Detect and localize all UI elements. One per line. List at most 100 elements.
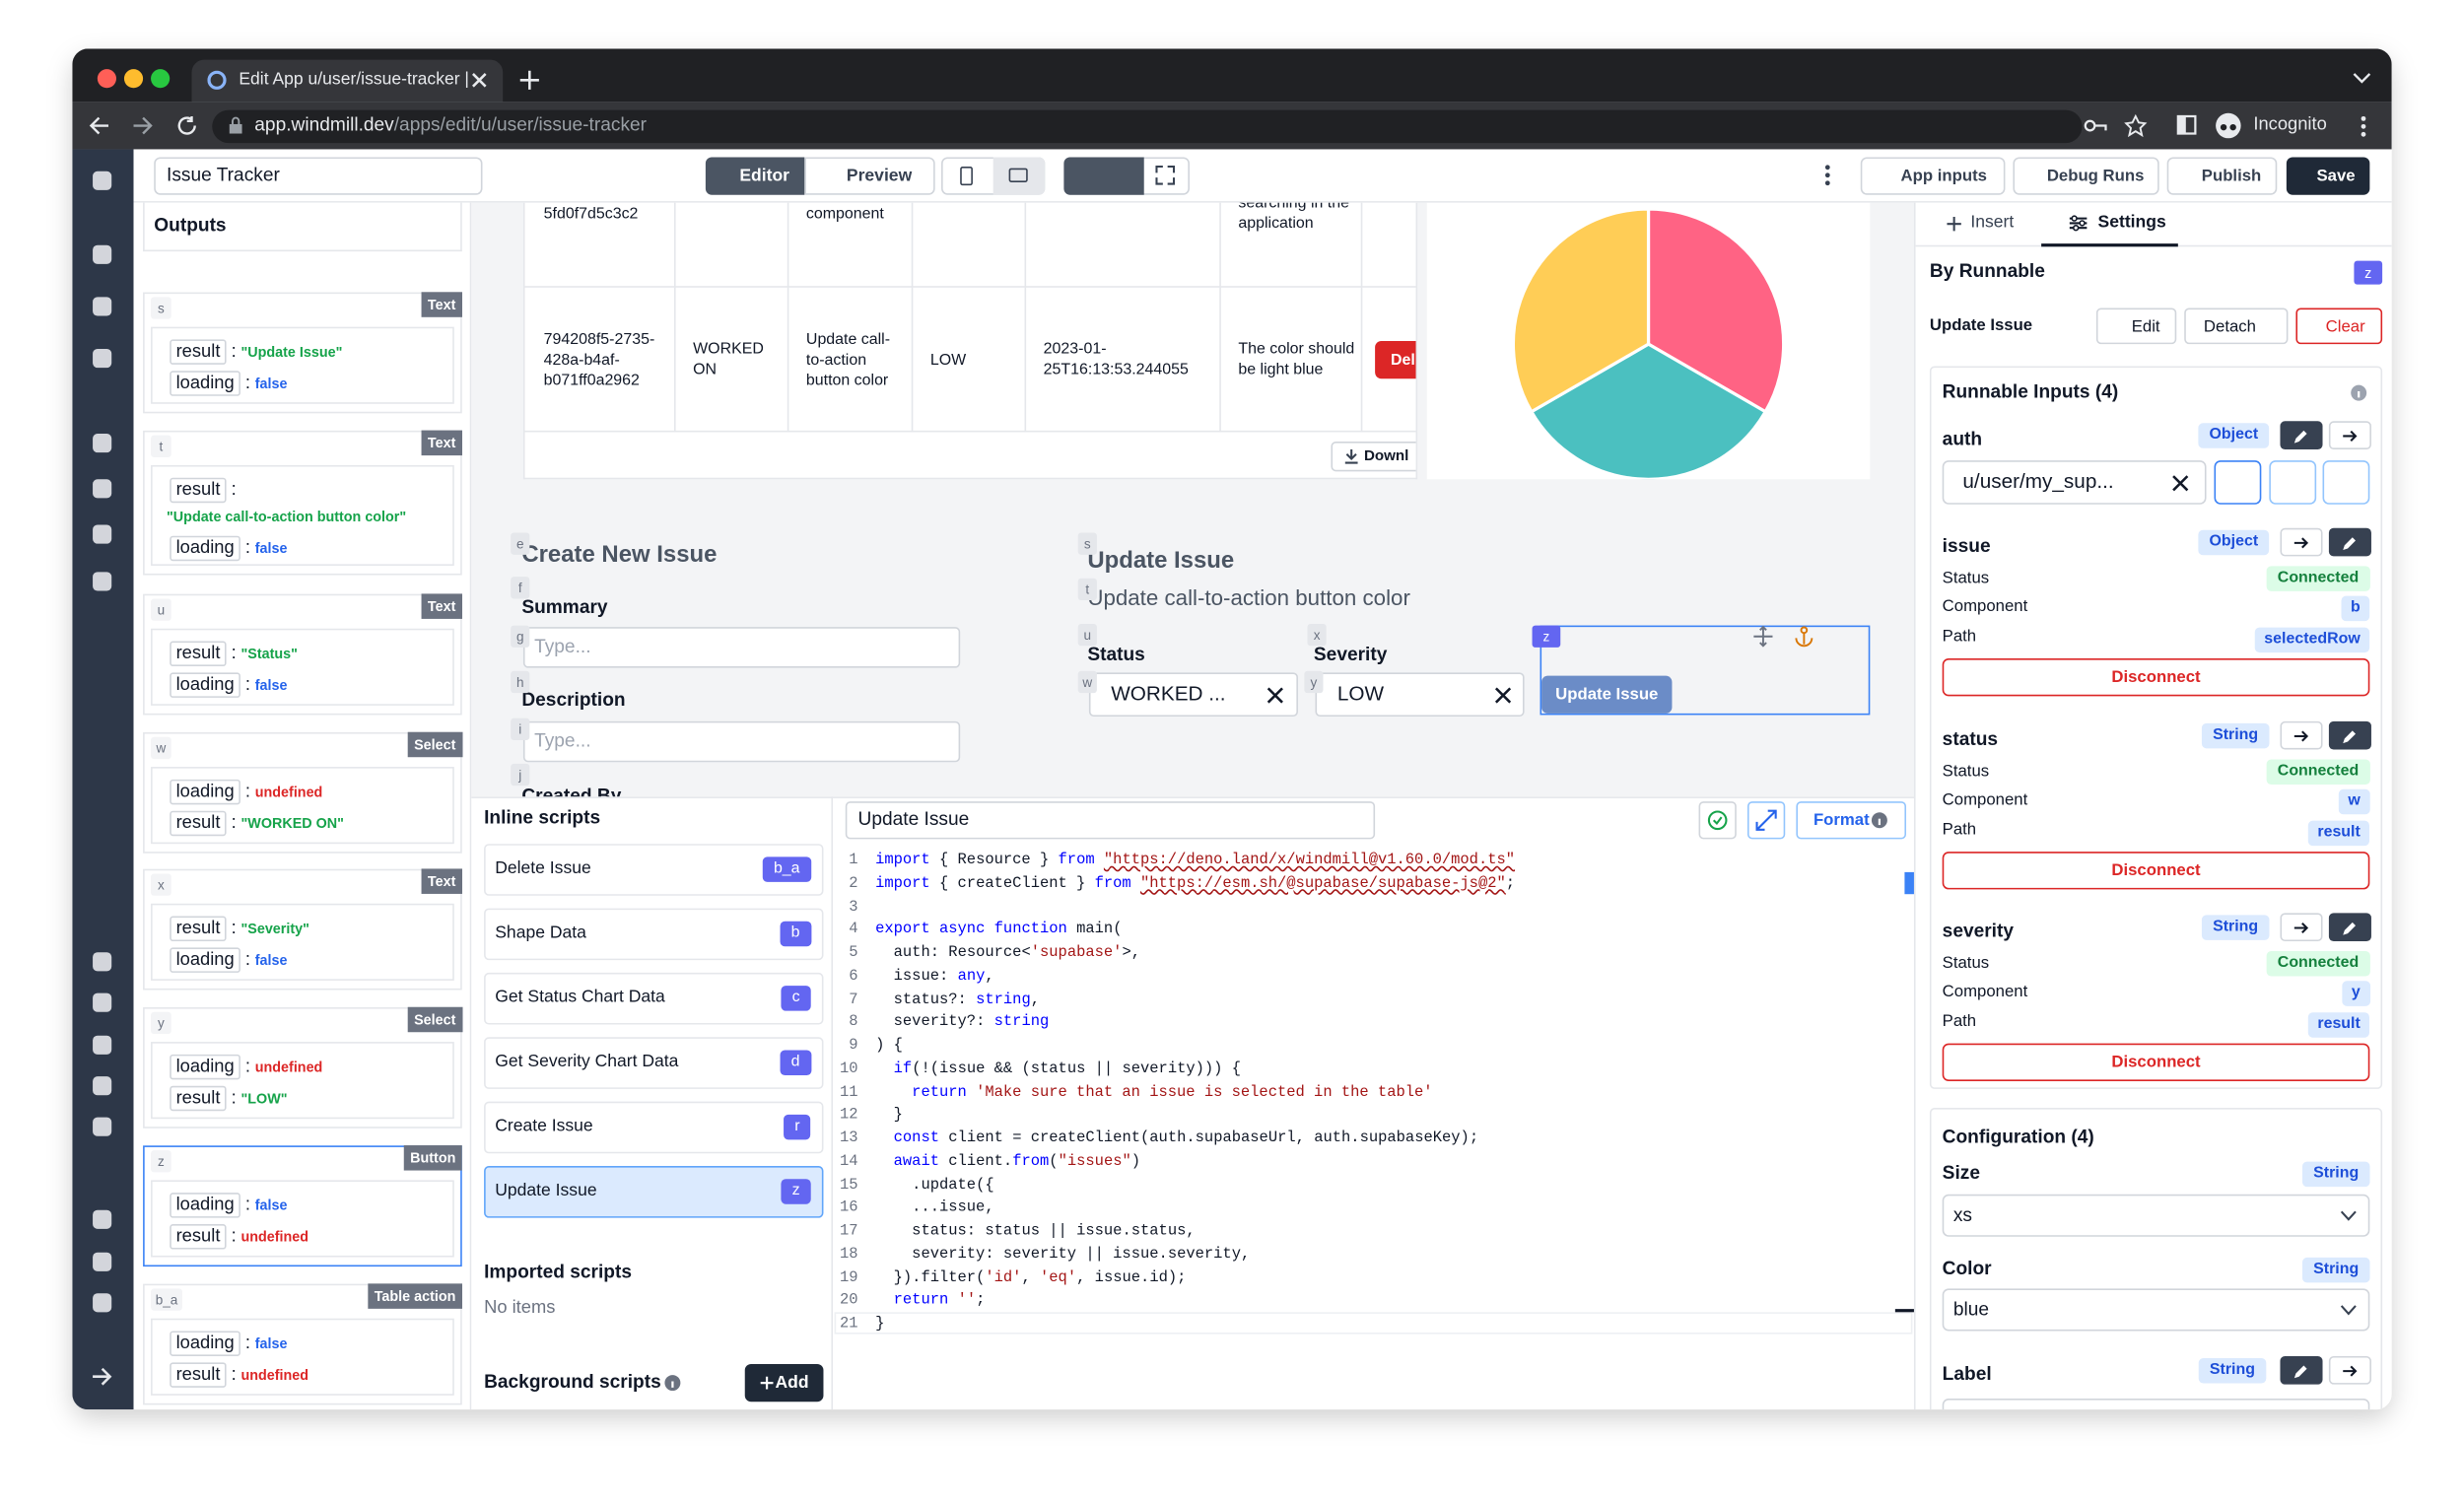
static-button[interactable] — [2280, 720, 2323, 750]
download-button[interactable]: Downl — [1331, 442, 1416, 472]
connect-button[interactable] — [2328, 1355, 2371, 1385]
rail-icon[interactable] — [93, 1076, 112, 1096]
code-token: : — [985, 1245, 1003, 1263]
code-line: import { Resource } from "https://deno.l… — [875, 851, 1515, 868]
severity-select[interactable] — [1315, 672, 1525, 718]
delete-button[interactable]: Del — [1375, 340, 1416, 379]
save-button[interactable]: Save — [2286, 157, 2370, 195]
output-card[interactable] — [143, 1145, 462, 1267]
tab[interactable]: Settings — [2097, 213, 2166, 233]
resource-button[interactable] — [2269, 460, 2317, 505]
code-token: await — [893, 1151, 940, 1170]
output-card[interactable] — [143, 430, 462, 576]
publish-button[interactable]: Publish — [2166, 157, 2278, 195]
resource-input[interactable] — [1942, 460, 2207, 505]
rail-icon[interactable] — [93, 952, 112, 972]
output-card[interactable] — [143, 593, 462, 716]
script-item[interactable] — [484, 1037, 824, 1089]
script-item[interactable] — [484, 908, 824, 961]
status-select[interactable] — [1088, 672, 1298, 718]
script-item[interactable] — [484, 972, 824, 1025]
disconnect-button[interactable]: Disconnect — [1942, 852, 2370, 890]
pie-slice[interactable] — [1511, 207, 1651, 414]
rail-icon[interactable] — [93, 1252, 112, 1271]
line-number: 11 — [839, 1082, 858, 1100]
output-field: result: — [170, 477, 237, 504]
description-input[interactable] — [522, 720, 961, 763]
rail-icon[interactable] — [93, 572, 112, 591]
rail-icon[interactable] — [93, 348, 112, 369]
rail-icon[interactable] — [93, 434, 112, 453]
output-card[interactable] — [143, 1283, 462, 1405]
editor-toggle[interactable]: Editor — [705, 157, 805, 195]
connect-button[interactable] — [2328, 421, 2371, 449]
rail-expand — [93, 1367, 112, 1386]
output-card[interactable] — [143, 1007, 462, 1129]
pie-slice[interactable] — [1646, 207, 1786, 414]
add-button[interactable]: Add — [744, 1363, 824, 1402]
url: app.windmill.dev/apps/edit/u/user/issue-… — [254, 113, 647, 137]
output-card[interactable] — [143, 731, 462, 854]
script-item[interactable] — [484, 844, 824, 896]
code-line: issue: any, — [875, 967, 994, 985]
code-token: ); — [1460, 1129, 1479, 1146]
rail-icon[interactable] — [93, 479, 112, 499]
expand-button[interactable] — [1746, 801, 1786, 840]
input-name: status — [1942, 727, 1999, 750]
insert-icon — [1947, 217, 1961, 232]
update-issue-button[interactable]: Update Issue — [1541, 675, 1673, 714]
code-line: }).filter('id', 'eq', issue.id); — [875, 1268, 1187, 1286]
app-name-input[interactable] — [154, 157, 483, 195]
table-cell — [673, 202, 787, 288]
edit-button[interactable]: Edit — [2095, 308, 2177, 345]
preview-toggle[interactable]: Preview — [804, 157, 935, 195]
script-name-input[interactable] — [845, 801, 1376, 840]
rail-icon[interactable] — [93, 1209, 112, 1229]
code-line: } — [875, 1315, 884, 1333]
disconnect-button[interactable]: Disconnect — [1942, 1043, 2370, 1081]
code-token: "issues" — [1058, 1151, 1131, 1170]
rail-icon[interactable] — [93, 1035, 112, 1055]
component-id: y — [151, 1011, 171, 1035]
component-kind: Text — [421, 593, 462, 620]
rail-icon[interactable] — [93, 171, 112, 190]
script-item[interactable] — [484, 1101, 824, 1154]
format-button[interactable]: Format — [1796, 801, 1907, 840]
section-title: Background scripts — [484, 1370, 661, 1393]
check-button[interactable] — [1698, 801, 1737, 840]
pie-slice[interactable] — [1529, 342, 1768, 480]
config-select[interactable] — [1942, 1288, 2370, 1332]
check-icon — [1707, 810, 1728, 831]
app-inputs-button[interactable]: App inputs — [1860, 157, 2006, 195]
field-key: loading — [170, 535, 241, 562]
script-item[interactable] — [484, 1166, 824, 1218]
component-id: t — [1077, 578, 1097, 601]
component-badge: w — [2338, 788, 2370, 814]
output-card[interactable] — [143, 868, 462, 991]
summary-input[interactable] — [522, 627, 961, 668]
chevron-icon — [2340, 1210, 2357, 1221]
rail-icon[interactable] — [93, 992, 112, 1012]
static-button[interactable] — [2280, 913, 2323, 942]
rail-icon[interactable] — [93, 524, 112, 544]
output-field: result: "LOW" — [170, 1085, 288, 1112]
tab[interactable]: Insert — [1970, 213, 2015, 233]
debug-runs-button[interactable]: Debug Runs — [2013, 157, 2159, 195]
rail-icon[interactable] — [93, 1293, 112, 1313]
button-icon — [2343, 922, 2357, 935]
app-name: Issue Tracker — [167, 163, 280, 186]
static-button[interactable] — [2280, 527, 2323, 557]
disconnect-button[interactable]: Disconnect — [1942, 658, 2370, 697]
config-select[interactable] — [1942, 1194, 2370, 1237]
clear-button[interactable]: Clear — [2295, 308, 2383, 345]
output-card[interactable] — [143, 292, 462, 414]
rail-icon[interactable] — [93, 297, 112, 316]
code-token: any — [957, 966, 986, 985]
resource-button[interactable] — [2322, 460, 2370, 505]
rail-icon[interactable] — [93, 244, 112, 264]
rail-icon[interactable] — [93, 1117, 112, 1136]
field-separator: : — [244, 1196, 250, 1215]
code-token: , — [1295, 1129, 1315, 1146]
resource-button[interactable] — [2214, 460, 2262, 505]
detach-button[interactable]: Detach — [2184, 308, 2289, 345]
